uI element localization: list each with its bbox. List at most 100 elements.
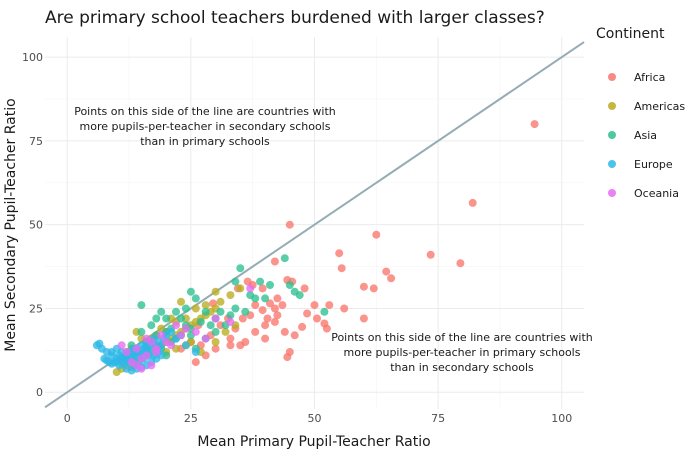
annotation-secondary-side: Points on this side of the line are coun… bbox=[74, 105, 336, 148]
point-africa bbox=[313, 314, 321, 323]
point-africa bbox=[300, 284, 309, 293]
y-tick-label: 100 bbox=[22, 51, 43, 64]
legend-label-asia: Asia bbox=[634, 129, 657, 142]
point-asia bbox=[157, 307, 166, 316]
point-asia bbox=[261, 294, 270, 303]
point-africa bbox=[335, 249, 344, 258]
point-africa bbox=[280, 327, 289, 336]
legend-label-africa: Africa bbox=[634, 71, 665, 84]
point-africa bbox=[337, 264, 346, 273]
point-asia bbox=[231, 277, 240, 286]
x-axis-title: Mean Primary Pupil-Teacher Ratio bbox=[197, 434, 430, 450]
point-oceania bbox=[152, 348, 161, 356]
legend-key-africa bbox=[608, 73, 616, 81]
point-asia bbox=[256, 277, 265, 286]
chart-title: Are primary school teachers burdened wit… bbox=[45, 8, 545, 28]
point-asia bbox=[226, 311, 235, 320]
point-africa bbox=[382, 267, 391, 276]
point-oceania bbox=[246, 284, 255, 293]
point-oceania bbox=[157, 331, 166, 340]
point-oceania bbox=[181, 324, 190, 333]
point-asia bbox=[266, 281, 274, 289]
point-africa bbox=[372, 230, 381, 239]
legend-label-oceania: Oceania bbox=[634, 187, 679, 200]
y-axis-title: Mean Secondary Pupil-Teacher Ratio bbox=[3, 98, 19, 351]
data-points bbox=[92, 120, 539, 377]
point-asia bbox=[186, 287, 195, 296]
point-africa bbox=[226, 341, 235, 350]
point-americas bbox=[191, 304, 200, 313]
point-asia bbox=[137, 301, 146, 310]
point-oceania bbox=[201, 334, 210, 343]
point-asia bbox=[206, 321, 215, 330]
point-africa bbox=[310, 301, 319, 310]
point-africa bbox=[303, 309, 312, 318]
point-africa bbox=[322, 324, 331, 333]
point-africa bbox=[270, 257, 279, 266]
point-asia bbox=[280, 254, 289, 263]
point-africa bbox=[236, 341, 245, 350]
point-oceania bbox=[137, 364, 146, 373]
y-tick-label: 75 bbox=[29, 135, 43, 148]
legend-key-europe bbox=[608, 160, 616, 168]
legend: Continent Africa Americas Asia Europe Oceani… bbox=[596, 26, 685, 200]
point-oceania bbox=[191, 327, 200, 336]
point-asia bbox=[152, 314, 161, 323]
point-asia bbox=[137, 327, 146, 336]
point-asia bbox=[290, 287, 299, 296]
point-asia bbox=[181, 304, 190, 313]
point-africa bbox=[285, 220, 294, 229]
point-americas bbox=[236, 284, 245, 293]
point-africa bbox=[273, 311, 282, 320]
y-tick-label: 25 bbox=[29, 302, 43, 315]
legend-key-asia bbox=[608, 131, 616, 139]
point-asia bbox=[191, 294, 200, 303]
point-asia bbox=[246, 291, 255, 300]
point-americas bbox=[177, 297, 185, 306]
y-tick-label: 50 bbox=[29, 219, 43, 232]
point-africa bbox=[530, 120, 539, 129]
legend-label-europe: Europe bbox=[634, 158, 673, 171]
point-americas bbox=[216, 297, 225, 306]
point-europe bbox=[107, 348, 116, 356]
point-americas bbox=[221, 327, 230, 336]
point-asia bbox=[211, 327, 220, 336]
point-asia bbox=[320, 307, 329, 316]
point-africa bbox=[283, 353, 292, 362]
point-oceania bbox=[167, 341, 176, 350]
point-oceania bbox=[117, 341, 126, 350]
point-asia bbox=[216, 307, 225, 316]
point-asia bbox=[231, 304, 240, 313]
point-americas bbox=[201, 301, 210, 310]
point-africa bbox=[263, 314, 272, 323]
grid bbox=[45, 37, 584, 409]
point-asia bbox=[162, 314, 171, 323]
point-asia bbox=[147, 321, 156, 330]
annotation-line: more pupils-per-teacher in secondary sch… bbox=[80, 120, 331, 133]
legend-key-americas bbox=[608, 102, 616, 110]
annotation-line: Points on this side of the line are coun… bbox=[331, 331, 593, 344]
point-oceania bbox=[142, 334, 151, 343]
point-asia bbox=[285, 281, 294, 289]
point-africa bbox=[261, 321, 270, 330]
annotation-line: more pupils-per-teacher in primary schoo… bbox=[344, 346, 581, 359]
point-europe bbox=[181, 341, 190, 350]
point-africa bbox=[298, 322, 307, 331]
point-africa bbox=[359, 314, 368, 323]
point-africa bbox=[290, 331, 299, 340]
point-africa bbox=[359, 282, 368, 291]
axis-ticks: 0 25 50 75 100 0 25 50 75 100 bbox=[22, 51, 572, 425]
point-africa bbox=[211, 344, 220, 353]
point-asia bbox=[172, 307, 180, 316]
point-africa bbox=[270, 317, 279, 326]
point-americas bbox=[211, 287, 220, 296]
point-africa bbox=[278, 301, 287, 310]
point-africa bbox=[468, 198, 477, 207]
legend-title: Continent bbox=[596, 26, 665, 42]
point-americas bbox=[226, 291, 235, 300]
point-oceania bbox=[211, 314, 220, 323]
point-africa bbox=[258, 284, 267, 293]
annotation-primary-side: Points on this side of the line are coun… bbox=[331, 331, 593, 374]
